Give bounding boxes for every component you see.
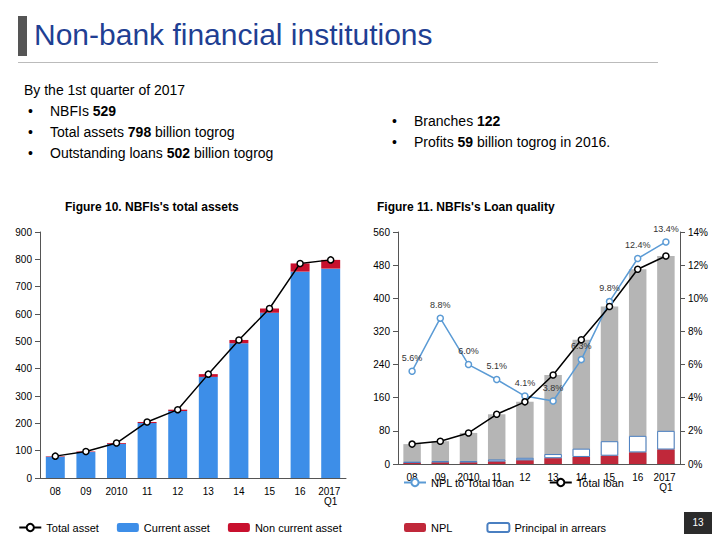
svg-text:14: 14 xyxy=(233,486,245,497)
svg-text:5.6%: 5.6% xyxy=(402,353,423,363)
svg-text:400: 400 xyxy=(15,363,32,374)
html-text:13: 13 xyxy=(692,517,704,528)
svg-text:80: 80 xyxy=(379,425,391,436)
svg-text:320: 320 xyxy=(373,326,390,337)
svg-text:3.8%: 3.8% xyxy=(543,383,564,393)
svg-text:Current asset: Current asset xyxy=(144,522,210,534)
svg-text:NPL to Total loan: NPL to Total loan xyxy=(431,477,514,489)
svg-text:13: 13 xyxy=(203,486,215,497)
svg-text:2010: 2010 xyxy=(105,486,128,497)
svg-text:160: 160 xyxy=(373,392,390,403)
svg-text:Q1: Q1 xyxy=(324,496,338,507)
svg-text:8%: 8% xyxy=(688,326,703,337)
svg-text:8.8%: 8.8% xyxy=(430,300,451,310)
svg-text:10%: 10% xyxy=(688,293,708,304)
svg-text:13: 13 xyxy=(547,471,559,483)
svg-text:9.8%: 9.8% xyxy=(599,283,620,293)
svg-text:12: 12 xyxy=(519,472,531,483)
svg-text:2017: 2017 xyxy=(318,485,344,497)
svg-text:2017: 2017 xyxy=(653,471,679,483)
svg-text:0: 0 xyxy=(26,473,32,484)
html-text:Outstanding loans 502 billion: Outstanding loans 502 billion togrog xyxy=(50,145,274,161)
svg-text:6%: 6% xyxy=(688,359,703,370)
svg-text:11: 11 xyxy=(142,486,153,497)
svg-text:500: 500 xyxy=(15,336,32,347)
html-text:By the 1st quarter of 2017: By the 1st quarter of 2017 xyxy=(24,82,186,98)
html-text:NBFIs 529: NBFIs 529 xyxy=(50,103,117,119)
svg-text:4%: 4% xyxy=(688,392,703,403)
html-text:Non-bank financial institution: Non-bank financial institutions xyxy=(34,18,433,51)
svg-text:300: 300 xyxy=(15,391,32,402)
svg-text:16: 16 xyxy=(632,472,644,483)
svg-text:5.1%: 5.1% xyxy=(486,361,507,371)
svg-text:200: 200 xyxy=(15,418,32,429)
html-text:Branches 122: Branches 122 xyxy=(414,113,501,129)
svg-text:6.0%: 6.0% xyxy=(458,346,479,356)
svg-text:2%: 2% xyxy=(688,425,703,436)
svg-text:0%: 0% xyxy=(688,459,703,470)
svg-text:560: 560 xyxy=(373,227,390,238)
svg-text:600: 600 xyxy=(15,309,32,320)
svg-text:0: 0 xyxy=(384,459,390,470)
svg-text:900: 900 xyxy=(15,227,32,238)
svg-text:NPL: NPL xyxy=(431,522,452,534)
svg-text:15: 15 xyxy=(264,486,276,497)
html-text:Profits 59 billion togrog in 2: Profits 59 billion togrog in 2016. xyxy=(414,134,611,150)
svg-text:6.3%: 6.3% xyxy=(571,341,592,351)
svg-text:Non current asset: Non current asset xyxy=(255,522,342,534)
svg-text:800: 800 xyxy=(15,254,32,265)
svg-text:08: 08 xyxy=(50,486,62,497)
svg-text:08: 08 xyxy=(406,471,418,483)
svg-text:Total loan: Total loan xyxy=(577,477,624,489)
svg-text:Q1: Q1 xyxy=(659,482,673,493)
svg-text:Total asset: Total asset xyxy=(46,522,99,534)
svg-text:13.4%: 13.4% xyxy=(653,224,679,234)
svg-text:09: 09 xyxy=(80,486,92,497)
html-text:Total assets 798 billion togro: Total assets 798 billion togrog xyxy=(50,124,235,140)
svg-text:Principal in arrears: Principal in arrears xyxy=(514,522,606,534)
svg-text:400: 400 xyxy=(373,293,390,304)
svg-text:12.4%: 12.4% xyxy=(625,240,651,250)
svg-text:Figure 10. NBFIs's total asset: Figure 10. NBFIs's total assets xyxy=(65,200,239,214)
svg-text:12: 12 xyxy=(172,486,184,497)
svg-text:100: 100 xyxy=(15,445,32,456)
svg-text:Figure 11. NBFIs's Loan qualit: Figure 11. NBFIs's Loan quality xyxy=(377,200,555,214)
svg-text:480: 480 xyxy=(373,260,390,271)
svg-text:700: 700 xyxy=(15,281,32,292)
svg-text:14%: 14% xyxy=(688,227,708,238)
svg-text:16: 16 xyxy=(295,486,307,497)
svg-text:240: 240 xyxy=(373,359,390,370)
svg-text:4.1%: 4.1% xyxy=(515,378,536,388)
svg-text:12%: 12% xyxy=(688,260,708,271)
